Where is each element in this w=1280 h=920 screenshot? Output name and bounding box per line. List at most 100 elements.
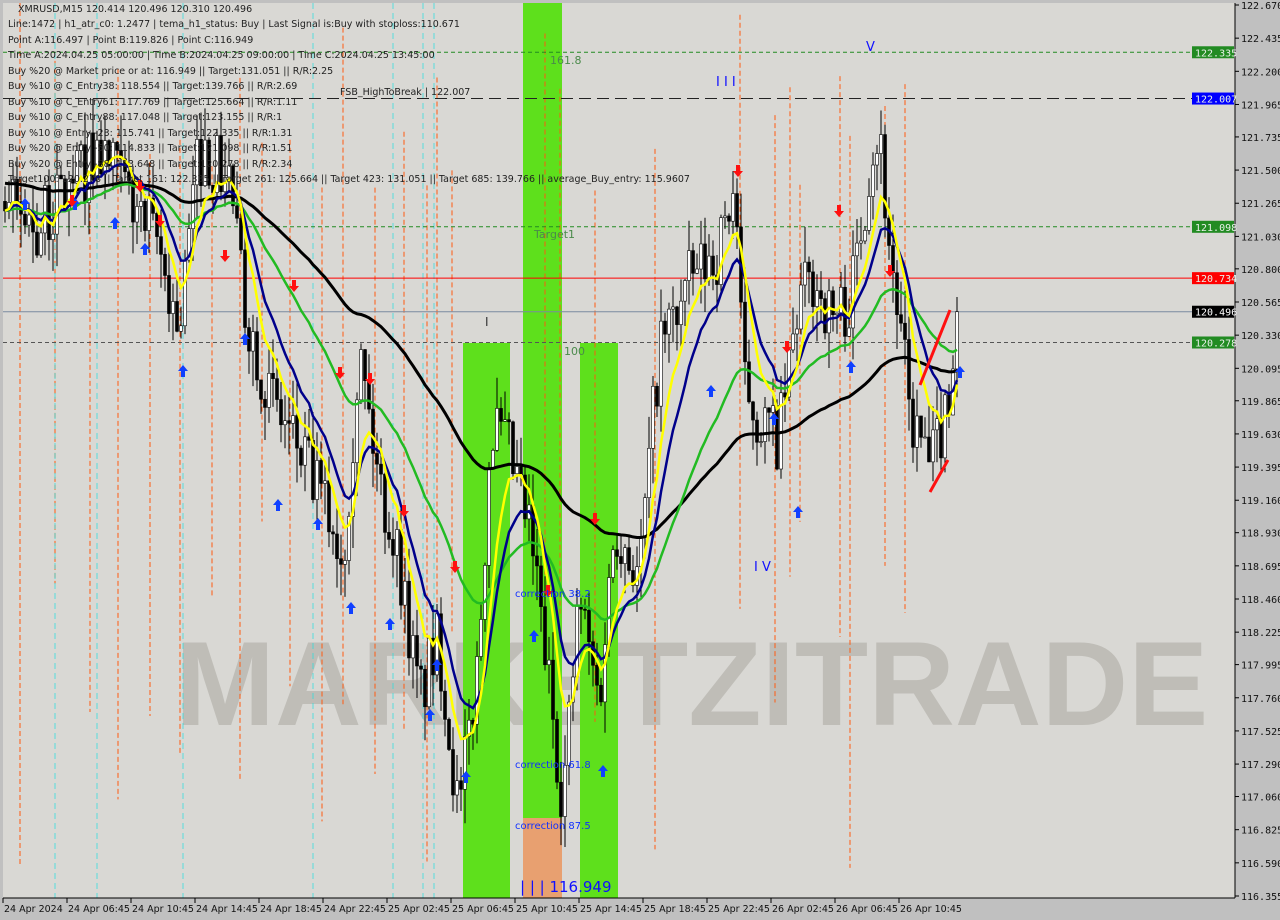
candle	[855, 242, 859, 257]
band-orange	[523, 818, 562, 898]
candle	[587, 610, 591, 643]
candle	[867, 196, 871, 231]
y-tick-label: 116.355	[1241, 892, 1280, 903]
candle	[679, 300, 683, 325]
fib-161-label: 161.8	[550, 54, 582, 67]
candle	[939, 418, 943, 459]
candle	[907, 339, 911, 400]
buy-arrow-icon	[140, 243, 150, 255]
candle	[559, 781, 563, 817]
y-tick-label: 118.930	[1241, 529, 1280, 540]
y-tick-label: 120.565	[1241, 298, 1280, 309]
candle	[447, 719, 451, 750]
candle	[599, 684, 603, 703]
candle	[3, 201, 7, 212]
candle	[407, 580, 411, 659]
candle	[191, 184, 195, 229]
x-tick-label: 25 Apr 06:45	[452, 904, 514, 915]
candle	[519, 466, 523, 476]
candle	[819, 290, 823, 299]
candle	[339, 558, 343, 565]
sell-arrow-icon	[155, 215, 165, 227]
y-tick-label: 121.500	[1241, 166, 1280, 177]
candle	[75, 150, 79, 184]
wave-1-label: I	[485, 315, 489, 329]
candle	[847, 327, 851, 337]
candle	[783, 392, 787, 398]
candle	[27, 214, 31, 226]
candle	[935, 418, 939, 431]
candle	[719, 217, 723, 285]
candles	[3, 98, 959, 848]
candle	[767, 407, 771, 413]
overlay-label: FSB_HighToBreak | 122.007	[340, 87, 471, 98]
info-line: Point A:116.497 | Point B:119.826 | Poin…	[8, 34, 254, 46]
x-tick-label: 25 Apr 18:45	[644, 904, 706, 915]
candle	[755, 419, 759, 443]
candle	[271, 373, 275, 379]
correction-61-label: correction 61.8	[515, 760, 591, 771]
candle	[79, 144, 83, 151]
candle	[419, 665, 423, 670]
watermark: MARKETZITRADE	[175, 617, 1208, 751]
candle	[275, 378, 279, 400]
candle	[503, 419, 507, 422]
candle	[215, 135, 219, 193]
annotations: 161.8 Target1 100 correction 38.2 correc…	[485, 40, 875, 896]
y-tick-label: 121.965	[1241, 100, 1280, 111]
candle	[99, 139, 103, 175]
price-tag	[1192, 220, 1234, 233]
candle	[303, 436, 307, 466]
candle	[547, 659, 551, 666]
candle	[915, 415, 919, 448]
candle	[691, 250, 695, 274]
y-tick-label: 122.670	[1241, 1, 1280, 12]
price-lines	[3, 51, 1235, 343]
candle	[259, 379, 263, 400]
candle	[835, 312, 839, 316]
y-tick-label: 119.160	[1241, 496, 1280, 507]
moving-average-line	[4, 155, 959, 741]
candle	[43, 185, 47, 234]
candle	[431, 637, 435, 676]
candle	[147, 197, 151, 231]
price-tag-label: 120.734	[1195, 274, 1237, 285]
info-line: Target100: 120.278 || Target 161: 122.33…	[8, 174, 690, 185]
candle	[699, 243, 703, 270]
candle	[143, 200, 147, 231]
candle	[391, 539, 395, 556]
candle	[423, 668, 427, 708]
y-tick-label: 122.200	[1241, 67, 1280, 78]
moving-average-line	[4, 182, 958, 622]
candle	[807, 261, 811, 273]
candle	[359, 349, 363, 401]
candle	[831, 290, 835, 316]
info-line: Buy %20 @ Entry -88: 113.648 || Target:1…	[8, 158, 293, 170]
candle	[851, 255, 855, 329]
candle	[387, 532, 391, 540]
y-tick-label: 121.735	[1241, 133, 1280, 144]
candle	[395, 529, 399, 556]
candle	[311, 440, 315, 500]
candle	[731, 193, 735, 222]
y-tick-label: 117.760	[1241, 694, 1280, 705]
y-tick-label: 120.800	[1241, 265, 1280, 276]
signal-arrows	[20, 165, 965, 783]
candle	[319, 460, 323, 484]
candle	[443, 690, 447, 720]
candle	[299, 447, 303, 466]
sell-arrow-icon	[135, 180, 145, 192]
point-c-label: | | | 116.949	[520, 878, 612, 896]
moving-averages	[4, 155, 959, 741]
y-tick-label: 119.630	[1241, 430, 1280, 441]
buy-arrow-icon	[432, 659, 442, 671]
candle	[291, 415, 295, 424]
candle	[35, 231, 39, 256]
candle	[195, 139, 199, 186]
info-line: Buy %10 @ C_Entry88: 117.048 || Target:1…	[8, 112, 283, 123]
candle	[743, 301, 747, 363]
candle	[723, 215, 727, 218]
y-tick-label: 121.030	[1241, 232, 1280, 243]
candle	[283, 420, 287, 426]
